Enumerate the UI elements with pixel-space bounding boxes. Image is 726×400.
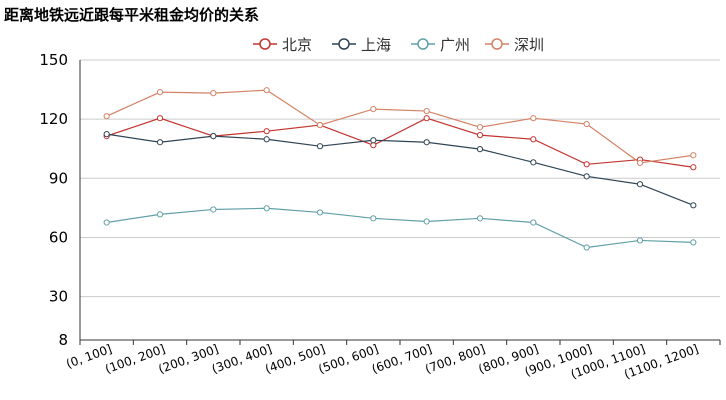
y-tick-label: 30 [49,288,68,306]
series-line [106,207,694,249]
data-point [103,113,110,120]
y-tick-label: 8 [58,331,68,349]
legend-item-上海[interactable]: 上海 [332,36,391,54]
data-point [583,161,590,168]
y-tick-label: 150 [39,51,68,69]
data-point [530,219,537,226]
legend-item-北京[interactable]: 北京 [253,36,312,54]
data-point [636,181,644,188]
data-point [263,128,270,135]
x-tick-label: (500, 600] [317,342,381,377]
legend-circle-icon [491,38,503,50]
data-point [423,139,430,146]
series-line [106,133,694,206]
data-point [316,143,324,150]
legend-circle-icon [417,38,429,50]
data-point [370,105,377,113]
y-tick-label: 60 [49,228,68,246]
legend-item-广州[interactable]: 广州 [411,36,470,54]
data-point [636,237,644,244]
data-point [583,120,590,128]
data-point [690,202,697,209]
grid-lines [80,59,720,298]
data-point [530,159,537,166]
data-point [690,164,697,171]
x-tick-label: (300, 400] [210,342,274,377]
data-point [156,211,164,218]
data-point [423,115,430,122]
data-point [636,159,644,167]
series-深圳 [103,87,697,167]
data-point [263,136,270,143]
data-point [370,142,377,149]
data-point [423,218,430,225]
data-point [690,239,697,246]
data-point [210,90,217,97]
legend-circle-icon [338,38,350,50]
data-point [263,205,270,212]
x-tick-label: (200, 300] [157,342,221,377]
series-广州 [103,205,697,251]
data-point [156,89,164,96]
legend-label: 上海 [361,36,391,54]
data-point [476,124,484,131]
y-tick-label: 90 [49,169,68,187]
x-tick-label: (400, 500] [263,342,327,377]
x-tick-label: (100, 200] [103,342,167,377]
chart-title: 距离地铁远近跟每平米租金均价的关系 [4,6,259,24]
data-point [530,136,537,143]
data-point [103,219,110,226]
legend-item-深圳[interactable]: 深圳 [485,36,544,54]
series-line [106,89,694,164]
series-北京 [103,115,697,171]
series-line [106,117,694,168]
y-tick-label: 120 [39,110,68,128]
legend: 北京 上海 广州 深圳 [253,36,544,54]
data-point [156,139,164,146]
data-point [690,152,697,159]
legend-label: 广州 [440,36,470,54]
data-point [530,115,537,122]
data-point [316,121,324,129]
legend-label: 深圳 [514,36,544,54]
legend-label: 北京 [282,36,312,54]
data-point [423,107,430,115]
data-point [476,146,484,153]
series-上海 [103,131,697,209]
data-point [370,137,377,144]
data-point [583,173,590,180]
data-point [103,131,110,138]
data-point [476,215,484,222]
x-tick-label: (700, 800] [423,342,487,377]
data-point [370,215,377,222]
data-point [476,132,484,139]
data-point [583,244,590,251]
data-point [156,115,164,122]
legend-circle-icon [259,38,271,50]
data-point [210,133,217,140]
data-point [263,87,270,94]
x-tick-label: (600, 700] [370,342,434,377]
data-point [210,206,217,213]
series-group [103,87,697,251]
data-point [316,209,324,216]
